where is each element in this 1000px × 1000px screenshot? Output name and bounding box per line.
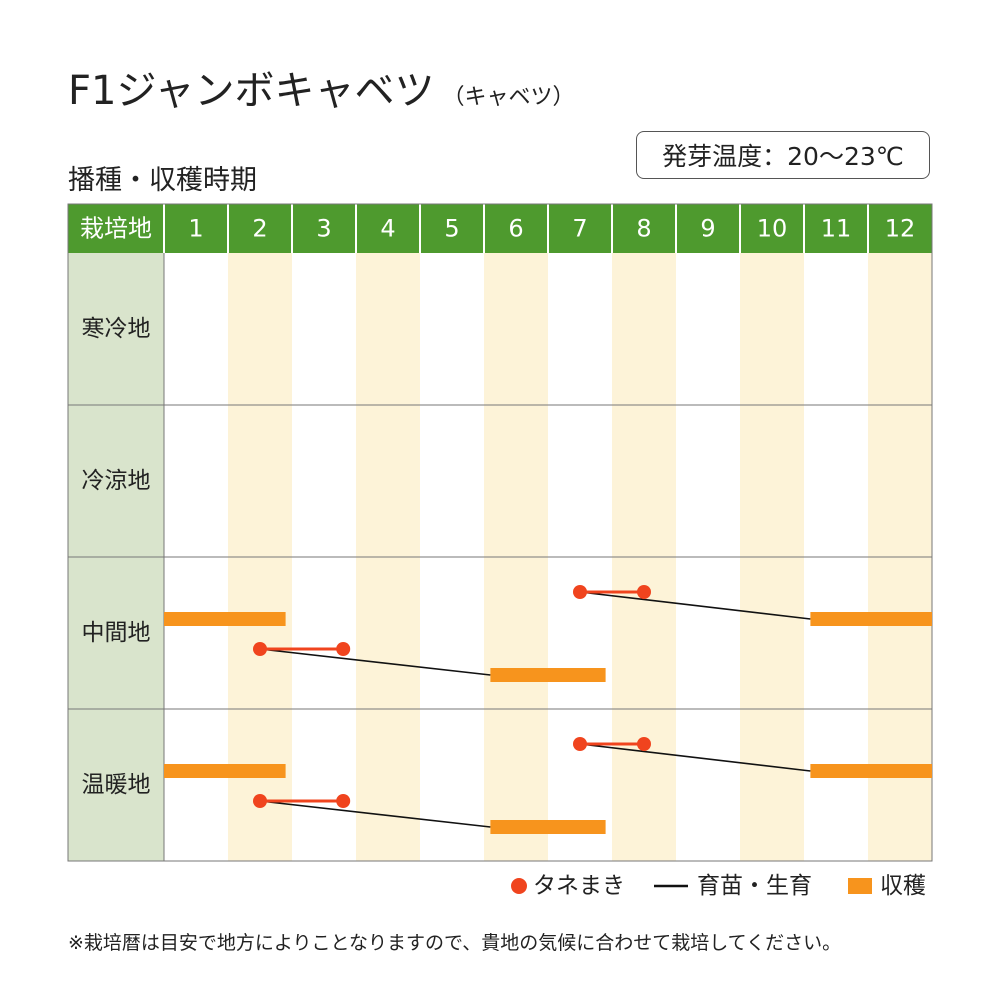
sowing-dot	[336, 642, 351, 656]
growing-line	[579, 743, 811, 772]
sowing-dot	[637, 585, 651, 599]
harvest-bar	[490, 820, 606, 834]
harvest-bar	[164, 612, 286, 626]
sowing-dot	[573, 737, 587, 751]
header-band	[68, 204, 932, 253]
harvest-bar	[810, 764, 932, 778]
sowing-dot	[253, 794, 267, 808]
month-label: 12	[885, 215, 916, 243]
month-label: 2	[252, 215, 267, 243]
month-label: 11	[821, 215, 852, 243]
sowing-dot	[253, 642, 267, 656]
month-label: 8	[636, 215, 651, 243]
region-label: 温暖地	[82, 772, 151, 798]
month-label: 5	[444, 215, 459, 243]
legend-sowing-label: タネまき	[533, 873, 625, 899]
legend-sowing-swatch	[511, 878, 527, 894]
growing-line	[259, 648, 491, 676]
growing-line	[259, 800, 491, 828]
region-label: 中間地	[82, 620, 151, 646]
harvest-bar	[490, 668, 606, 682]
title-subtitle: （キャベツ）	[442, 85, 575, 110]
month-label: 3	[316, 215, 331, 243]
month-label: 6	[508, 215, 523, 243]
growing-line	[579, 591, 811, 620]
legend-harvest-swatch	[848, 878, 872, 894]
section-title: 播種・収穫時期	[68, 165, 257, 196]
chart-border	[67, 203, 933, 862]
month-label: 10	[757, 215, 788, 243]
page-title: F1ジャンボキャベツ （キャベツ）	[68, 58, 574, 116]
month-label: 1	[188, 215, 203, 243]
legend-growing-label: 育苗・生育	[697, 873, 812, 899]
sowing-dot	[336, 794, 351, 808]
sowing-dot	[637, 737, 651, 751]
region-label: 寒冷地	[82, 316, 151, 342]
month-label: 4	[380, 215, 395, 243]
germination-temp-badge: 発芽温度：20～23℃	[636, 131, 930, 179]
corner-label: 栽培地	[80, 215, 152, 243]
legend-harvest-label: 収穫	[880, 873, 926, 899]
harvest-bar	[164, 764, 286, 778]
footer-note: ※栽培暦は目安で地方によりことなりますので、貴地の気候に合わせて栽培してください…	[68, 932, 842, 954]
month-label: 9	[700, 215, 715, 243]
month-label: 7	[572, 215, 587, 243]
sowing-dot	[573, 585, 587, 599]
title-text: F1ジャンボキャベツ	[68, 68, 435, 114]
region-label: 冷涼地	[82, 468, 151, 494]
harvest-bar	[810, 612, 932, 626]
